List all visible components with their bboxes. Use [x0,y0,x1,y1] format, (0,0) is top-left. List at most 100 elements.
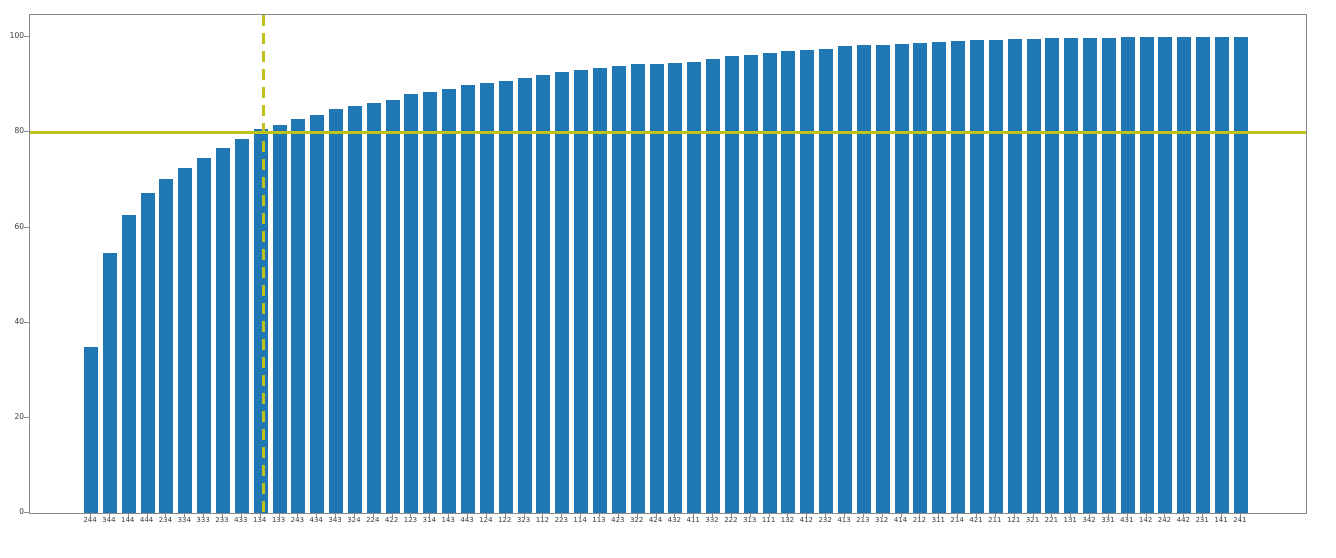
x-tick-label-231: 231 [1195,516,1209,524]
bar-431 [1120,37,1135,513]
threshold-hline-80 [30,130,1306,134]
x-tick-mark [353,513,355,517]
x-tick-label-434: 434 [309,516,323,524]
x-tick-mark [636,513,638,517]
x-tick-label-111: 111 [761,516,776,524]
x-tick-label-121: 121 [1006,516,1021,524]
bar-331 [1101,37,1116,513]
bar-124 [479,83,494,513]
x-tick-label-141: 141 [1214,516,1228,524]
bar-411 [687,61,702,513]
x-tick-mark [919,513,921,517]
bar-121 [1007,39,1022,513]
x-tick-mark [994,513,996,517]
x-tick-mark [467,513,468,517]
bar-322 [630,64,645,513]
x-tick-mark [1164,513,1166,517]
bar-214 [951,41,966,513]
bar-211 [988,39,1003,513]
plot-area [29,14,1307,514]
bar-423 [611,65,626,513]
x-tick-mark [1126,513,1128,517]
x-tick-label-422: 422 [384,516,399,524]
x-tick-label-214: 214 [950,516,964,524]
x-tick-label-133: 133 [271,516,286,524]
bar-344 [102,252,117,513]
x-tick-label-243: 243 [290,516,305,524]
x-tick-mark [108,513,110,517]
bar-324 [347,105,362,513]
x-tick-mark [730,513,732,517]
x-tick-label-211: 211 [988,516,1002,524]
x-tick-mark [1107,513,1109,517]
x-tick-label-444: 444 [139,516,154,524]
threshold-vline-dashed [261,15,265,513]
y-tick-mark [24,512,29,513]
x-tick-mark [617,513,619,517]
x-tick-label-411: 411 [686,516,700,524]
x-tick-label-114: 114 [573,516,587,524]
x-tick-label-241: 241 [1233,516,1247,524]
x-tick-label-443: 443 [460,516,474,524]
bar-444 [140,192,155,513]
bar-433 [234,138,249,513]
y-tick-mark [24,416,29,418]
x-tick-mark [429,513,431,517]
x-tick-mark [1089,513,1091,517]
y-tick-mark [24,131,29,133]
x-tick-label-442: 442 [1176,516,1190,524]
x-tick-mark [448,513,450,517]
x-tick-mark [410,513,412,517]
x-tick-label-423: 423 [611,516,625,524]
bar-332 [706,58,721,513]
x-tick-label-313: 313 [743,516,757,524]
bar-213 [856,45,871,513]
x-tick-label-223: 223 [554,516,568,524]
x-tick-label-142: 142 [1138,516,1153,524]
bar-134 [253,128,268,513]
x-tick-mark [806,513,808,517]
x-tick-label-123: 123 [403,516,418,524]
x-tick-label-132: 132 [780,516,795,524]
bar-222 [724,56,739,513]
y-tick-label-60: 60 [14,221,24,231]
x-tick-mark [372,513,374,517]
bar-243 [291,119,306,513]
x-tick-mark [542,513,544,517]
x-tick-mark [580,513,582,517]
x-tick-mark [335,513,337,517]
x-tick-mark [278,513,280,517]
bar-112 [536,74,551,513]
x-tick-label-331: 331 [1101,516,1115,524]
x-tick-label-113: 113 [592,516,606,524]
x-tick-label-344: 344 [102,516,116,524]
bar-421 [969,40,984,513]
x-tick-label-222: 222 [724,516,738,524]
bar-333 [197,157,212,513]
x-tick-label-421: 421 [969,516,983,524]
x-tick-mark [90,513,91,517]
x-tick-mark [1202,513,1204,517]
x-tick-label-432: 432 [667,516,682,524]
bar-242 [1158,37,1173,513]
x-tick-mark [561,513,563,517]
bar-132 [781,51,796,513]
bar-334 [178,167,193,513]
bar-133 [272,124,287,513]
bar-342 [1083,37,1098,513]
bar-122 [498,81,513,513]
x-tick-mark [975,513,977,517]
x-tick-mark [221,513,223,517]
x-tick-label-314: 314 [422,516,436,524]
x-tick-label-431: 431 [1120,516,1134,524]
bar-244 [84,346,98,513]
x-tick-mark [504,513,506,517]
x-tick-mark [1032,513,1034,517]
bar-311 [932,41,947,513]
x-tick-label-324: 324 [347,516,361,524]
x-tick-label-312: 312 [875,516,889,524]
x-tick-mark [127,513,129,517]
bar-221 [1045,38,1060,513]
x-tick-mark [881,513,883,517]
